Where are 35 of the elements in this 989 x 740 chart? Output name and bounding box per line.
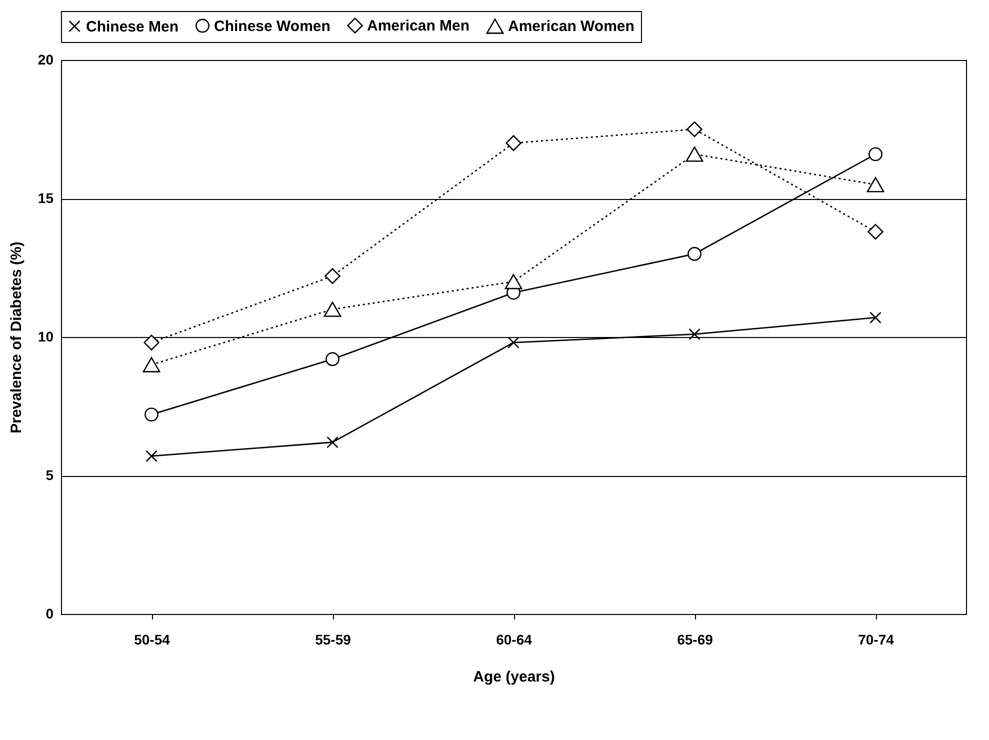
legend-label: American Men [367, 18, 470, 35]
point [868, 147, 882, 162]
legend-label: Chinese Men [86, 18, 179, 36]
x-tick-label: 55-59 [315, 632, 352, 648]
point [144, 334, 160, 350]
y-tick-label: 0 [46, 606, 54, 622]
y-tick-label: 10 [38, 328, 54, 344]
point [508, 336, 520, 348]
point [146, 450, 158, 462]
point [326, 352, 340, 366]
point [326, 436, 338, 448]
point [144, 408, 158, 422]
point [866, 177, 884, 192]
legend-label: Chinese Women [214, 18, 330, 35]
point [870, 312, 882, 324]
y-tick-label: 15 [38, 190, 54, 206]
point [324, 302, 342, 317]
point [686, 121, 702, 138]
y-tick-label: 5 [46, 467, 54, 483]
point [868, 224, 884, 240]
x-tick-label: 50-54 [134, 632, 170, 648]
x-tick-label: 60-64 [496, 632, 532, 648]
point [688, 328, 700, 340]
point [142, 357, 160, 372]
legend-label: American Women [508, 18, 634, 36]
x-tick-label: 70-74 [858, 632, 894, 648]
y-tick-label: 20 [38, 52, 54, 68]
point [324, 268, 340, 284]
point [686, 146, 704, 162]
x-axis-title: Age (years) [473, 668, 555, 686]
point [688, 246, 702, 261]
x-tick-label: 65-69 [677, 632, 714, 648]
point [506, 135, 522, 151]
point [504, 274, 522, 290]
y-axis-title: Prevalence of Diabetes (%) [8, 242, 25, 434]
